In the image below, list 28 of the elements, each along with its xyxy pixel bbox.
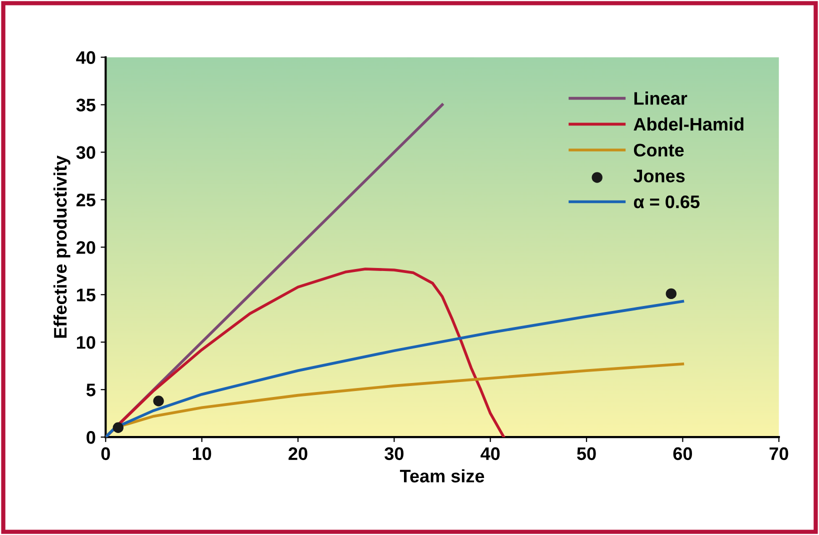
point <box>153 396 164 406</box>
y-axis-title: Effective productivity <box>53 155 70 338</box>
y-tick-label: 0 <box>86 431 96 444</box>
point <box>112 422 124 433</box>
y-tick-label: 25 <box>76 194 96 206</box>
point <box>666 288 677 300</box>
y-tick-label: 20 <box>76 241 96 254</box>
line-series <box>106 300 684 438</box>
y-tick-label: 40 <box>76 51 96 64</box>
y-tick-label: 35 <box>76 98 96 112</box>
legend-label: Conte <box>634 144 684 157</box>
legend-label: α = 0.65 <box>634 195 700 208</box>
x-tick-label: 10 <box>192 447 212 460</box>
y-tick-label: 10 <box>76 336 96 349</box>
x-axis-title: Team size <box>400 469 484 482</box>
x-tick-label: 0 <box>101 447 110 460</box>
y-tick-label: 30 <box>76 146 96 159</box>
legend-label: Jones <box>633 170 685 182</box>
x-tick-label: 60 <box>673 447 692 460</box>
y-tick-label: 5 <box>86 384 96 396</box>
x-tick-label: 50 <box>577 447 596 460</box>
legend-label: Abdel-Hamid <box>634 117 744 131</box>
x-tick-label: 30 <box>384 447 404 460</box>
x-tick-label: 70 <box>770 447 788 460</box>
x-tick-label: 20 <box>288 447 308 460</box>
x-tick-label: 40 <box>480 447 500 460</box>
legend-label: Linear <box>634 92 688 105</box>
y-tick-label: 15 <box>76 288 96 302</box>
